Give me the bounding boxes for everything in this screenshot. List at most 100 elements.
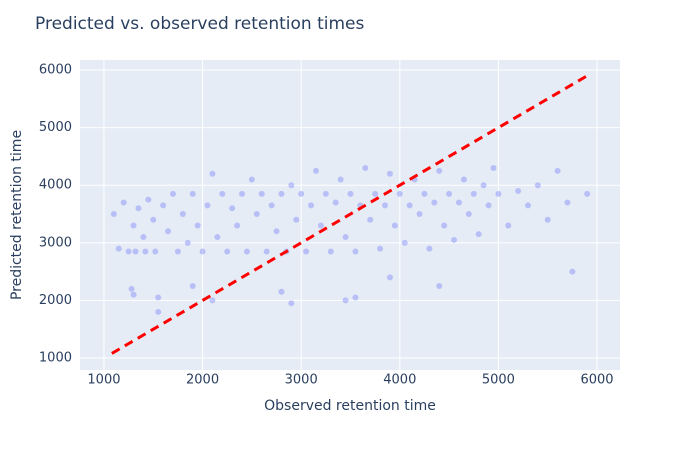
- scatter-point: [308, 202, 315, 209]
- scatter-point: [298, 190, 305, 197]
- scatter-point: [243, 248, 250, 255]
- scatter-point: [130, 291, 137, 298]
- diagonal-line: [111, 74, 588, 355]
- scatter-point: [322, 190, 329, 197]
- scatter-point: [495, 190, 502, 197]
- scatter-point: [436, 167, 443, 174]
- scatter-point: [209, 170, 216, 177]
- scatter-point: [431, 199, 438, 206]
- scatter-point: [406, 202, 413, 209]
- scatter-point: [534, 182, 541, 189]
- x-axis-title: Observed retention time: [264, 398, 436, 414]
- scatter-point: [524, 202, 531, 209]
- scatter-point: [268, 202, 275, 209]
- scatter-point: [189, 190, 196, 197]
- scatter-point: [544, 216, 551, 223]
- y-tick-label: 6000: [39, 63, 72, 78]
- scatter-point: [130, 222, 137, 229]
- scatter-point: [465, 211, 472, 218]
- scatter-point: [184, 239, 191, 246]
- scatter-point: [293, 216, 300, 223]
- scatter-point: [278, 190, 285, 197]
- scatter-point: [209, 297, 216, 304]
- scatter-point: [317, 222, 324, 229]
- scatter-point: [367, 216, 374, 223]
- y-tick-label: 2000: [39, 293, 72, 308]
- scatter-point: [120, 199, 127, 206]
- scatter-point: [204, 202, 211, 209]
- chart-title: Predicted vs. observed retention times: [35, 14, 364, 34]
- scatter-point: [165, 228, 172, 235]
- scatter-point: [155, 308, 162, 315]
- scatter-point: [214, 234, 221, 241]
- scatter-point: [179, 211, 186, 218]
- x-tick-label: 1000: [87, 373, 120, 388]
- scatter-point: [160, 202, 167, 209]
- scatter-point: [229, 205, 236, 212]
- scatter-point: [347, 190, 354, 197]
- scatter-point: [485, 202, 492, 209]
- x-tick-label: 6000: [580, 373, 613, 388]
- scatter-point: [155, 294, 162, 301]
- scatter-point: [278, 288, 285, 295]
- scatter-point: [224, 248, 231, 255]
- scatter-point: [169, 190, 176, 197]
- scatter-point: [239, 190, 246, 197]
- scatter-point: [426, 245, 433, 252]
- scatter-point: [475, 231, 482, 238]
- scatter-point: [455, 199, 462, 206]
- scatter-point: [135, 205, 142, 212]
- scatter-point: [174, 248, 181, 255]
- scatter-point: [199, 248, 206, 255]
- scatter-point: [152, 248, 159, 255]
- scatter-point: [396, 190, 403, 197]
- scatter-point: [288, 300, 295, 307]
- scatter-point: [248, 176, 255, 183]
- scatter-point: [263, 248, 270, 255]
- scatter-point: [352, 294, 359, 301]
- scatter-point: [140, 234, 147, 241]
- scatter-point: [569, 268, 576, 275]
- scatter-point: [441, 222, 448, 229]
- scatter-point: [490, 164, 497, 171]
- scatter-point: [362, 164, 369, 171]
- scatter-point: [436, 283, 443, 290]
- scatter-point: [332, 199, 339, 206]
- x-tick-label: 3000: [285, 373, 318, 388]
- scatter-point: [382, 202, 389, 209]
- scatter-point: [125, 248, 132, 255]
- scatter-point: [554, 167, 561, 174]
- scatter-point: [342, 234, 349, 241]
- scatter-point: [258, 190, 265, 197]
- scatter-point: [480, 182, 487, 189]
- scatter-point: [337, 176, 344, 183]
- scatter-point: [515, 187, 522, 194]
- y-tick-label: 5000: [39, 120, 72, 135]
- scatter-point: [189, 283, 196, 290]
- scatter-point: [584, 190, 591, 197]
- scatter-point: [505, 222, 512, 229]
- scatter-point: [142, 248, 149, 255]
- scatter-point: [470, 190, 477, 197]
- scatter-point: [416, 211, 423, 218]
- scatter-point: [234, 222, 241, 229]
- scatter-point: [194, 222, 201, 229]
- x-tick-label: 2000: [186, 373, 219, 388]
- scatter-point: [115, 245, 122, 252]
- y-tick-label: 1000: [39, 351, 72, 366]
- scatter-point: [377, 245, 384, 252]
- scatter-point: [273, 228, 280, 235]
- scatter-point: [386, 170, 393, 177]
- scatter-point: [327, 248, 334, 255]
- scatter-point: [150, 216, 157, 223]
- x-tick-label: 4000: [383, 373, 416, 388]
- scatter-point: [253, 211, 260, 218]
- x-tick-label: 5000: [482, 373, 515, 388]
- scatter-point: [219, 190, 226, 197]
- scatter-point: [312, 167, 319, 174]
- scatter-point: [460, 176, 467, 183]
- scatter-point: [446, 190, 453, 197]
- scatter-point: [401, 239, 408, 246]
- y-axis-title: Predicted retention time: [9, 130, 25, 300]
- scatter-point: [128, 285, 135, 292]
